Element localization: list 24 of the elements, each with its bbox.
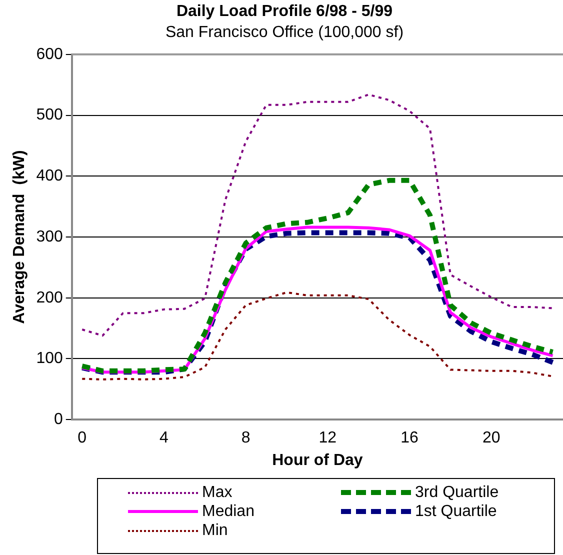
y-tick-label: 300 — [36, 228, 63, 246]
legend-label: Max — [202, 484, 232, 502]
line-series — [81, 291, 554, 380]
x-tick-label: 20 — [482, 430, 500, 447]
legend-label: 1st Quartile — [415, 502, 497, 520]
x-tick-label: 12 — [318, 430, 337, 447]
x-tick-label: 8 — [241, 430, 250, 447]
legend-label: 3rd Quartile — [415, 484, 499, 502]
legend-label: Min — [202, 522, 228, 540]
x-tick-label: 0 — [78, 430, 87, 447]
x-tick-label: 16 — [400, 430, 419, 447]
legend-label: Median — [202, 502, 254, 520]
line-series — [81, 94, 554, 337]
y-tick-label: 400 — [36, 168, 63, 185]
chart-subtitle: San Francisco Office (100,000 sf) — [165, 24, 404, 42]
chart-title: Daily Load Profile 6/98 - 5/99 — [176, 3, 393, 20]
y-tick-label: 100 — [36, 350, 63, 368]
x-axis-title: Hour of Day — [272, 452, 363, 469]
y-tick-label: 200 — [36, 289, 63, 306]
y-tick-label: 500 — [36, 106, 63, 124]
y-axis-title: Average Demand (kW) — [11, 150, 28, 324]
y-tick-label: 600 — [36, 46, 63, 63]
x-tick-label: 4 — [160, 430, 169, 447]
y-tick-label: 0 — [54, 411, 63, 428]
